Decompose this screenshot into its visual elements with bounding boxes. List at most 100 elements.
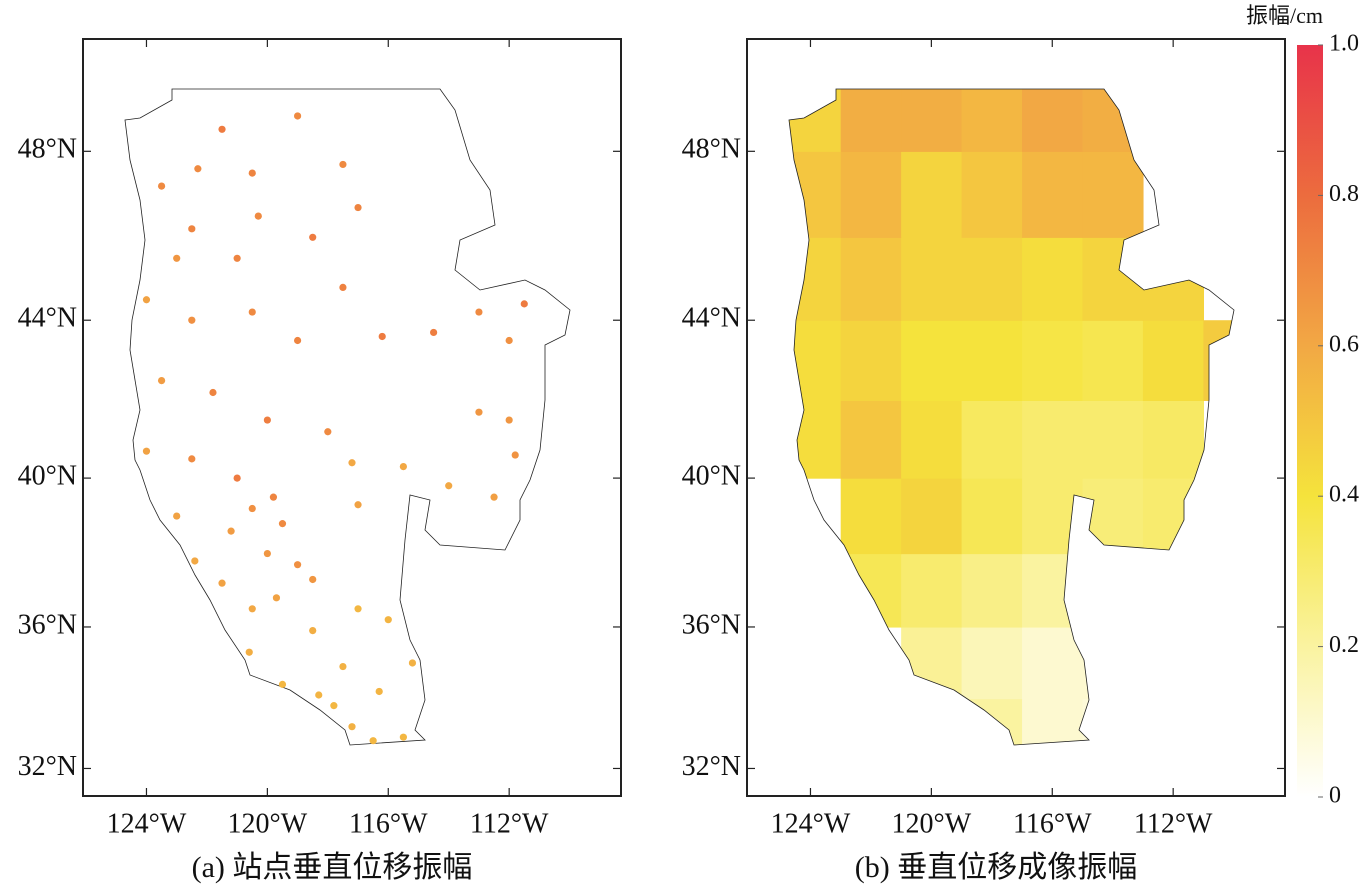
- heatmap-cell: [961, 553, 1023, 628]
- station-point: [173, 254, 181, 262]
- station-point: [188, 225, 196, 233]
- station-point: [511, 451, 519, 459]
- heatmap-cell: [961, 400, 1023, 479]
- map-panel: 124°W 120°W 116°W 112°W 32°N 36°N 40°N 44°N 48°N…: [18, 38, 622, 884]
- station-point: [445, 482, 453, 490]
- station-point: [475, 308, 483, 316]
- station-point: [173, 512, 181, 520]
- heatmap-cell: [1082, 151, 1144, 238]
- colorbar-tick-label: 0.8: [1329, 181, 1359, 207]
- heatmap-cell: [961, 237, 1023, 321]
- station-point: [330, 702, 338, 710]
- station-point: [188, 455, 196, 463]
- heatmap-cell: [840, 151, 902, 238]
- heatmap-cell: [1022, 698, 1084, 745]
- heatmap-cell: [901, 400, 963, 479]
- station-point: [263, 416, 271, 424]
- station-point: [293, 561, 302, 569]
- station-point: [142, 447, 151, 455]
- y-tick-label: 36°N: [18, 609, 77, 640]
- heatmap-cell: [840, 89, 902, 152]
- y-tick-label: 32°N: [682, 751, 741, 782]
- station-point: [505, 416, 513, 424]
- heatmap-cell: [840, 320, 902, 401]
- heatmap-cell: [901, 320, 963, 401]
- heatmap-cell: [789, 151, 842, 238]
- heatmap-cell: [789, 400, 842, 479]
- y-tick-label: 48°N: [682, 134, 741, 165]
- station-point: [378, 332, 386, 341]
- station-point: [233, 254, 241, 262]
- heatmap: [789, 89, 1234, 745]
- heatmap-cell: [1082, 89, 1144, 152]
- station-point: [399, 733, 407, 741]
- station-point: [278, 680, 287, 688]
- heatmap-cell: [961, 151, 1023, 238]
- station-point: [194, 165, 202, 173]
- station-point: [354, 203, 362, 212]
- y-tick-label: 44°N: [18, 303, 77, 334]
- heatmap-cell: [789, 89, 842, 152]
- station-point: [309, 626, 317, 635]
- heatmap-cell: [1022, 400, 1084, 479]
- station-point: [142, 296, 151, 304]
- x-tick-label: 124°W: [771, 808, 851, 839]
- heatmap-cell: [1082, 400, 1144, 479]
- heatmap-cell: [1022, 626, 1084, 700]
- station-point: [293, 112, 302, 120]
- station-point: [348, 459, 356, 467]
- station-point: [369, 737, 377, 745]
- heatmap-cell: [1082, 553, 1144, 628]
- station-point: [324, 428, 332, 436]
- heatmap-cell: [1203, 320, 1234, 401]
- station-point: [227, 527, 235, 535]
- station-point: [188, 316, 196, 324]
- heatmap-cell: [840, 553, 902, 628]
- station-point: [218, 125, 226, 133]
- station-point: [248, 308, 256, 316]
- station-point: [399, 462, 407, 471]
- station-point: [157, 376, 166, 385]
- station-point: [254, 212, 262, 220]
- station-point: [157, 182, 166, 190]
- heatmap-cell: [789, 237, 842, 321]
- region-outline: [124, 88, 571, 746]
- station-point: [191, 557, 199, 565]
- y-tick-label: 48°N: [18, 134, 77, 165]
- station-point: [339, 160, 347, 169]
- station-point: [269, 493, 278, 501]
- station-point: [520, 300, 528, 308]
- station-point: [408, 659, 417, 667]
- x-tick-label: 116°W: [1013, 808, 1092, 839]
- y-tick-label: 32°N: [18, 751, 77, 782]
- colorbar-tick-label: 0.4: [1329, 482, 1359, 508]
- heatmap-cell: [1022, 320, 1084, 401]
- y-tick-label: 44°N: [682, 303, 741, 334]
- station-point: [272, 594, 281, 602]
- y-tick-label: 40°N: [18, 461, 77, 492]
- heatmap-cell: [840, 400, 902, 479]
- heatmap-cell: [1142, 237, 1204, 321]
- x-tick-label: 112°W: [470, 808, 549, 839]
- heatmap-cell: [901, 553, 963, 628]
- heatmap-cell: [1082, 237, 1144, 321]
- station-point: [248, 504, 256, 513]
- heatmap-cell: [961, 698, 1023, 745]
- station-point: [248, 605, 256, 613]
- x-tick-label: 120°W: [892, 808, 972, 839]
- heatmap-cell: [1082, 320, 1144, 401]
- heatmap-cell: [1022, 237, 1084, 321]
- heatmap-cell: [1022, 89, 1084, 152]
- heatmap-cell: [840, 478, 902, 555]
- y-tick-label: 36°N: [682, 609, 741, 640]
- heatmap-cell: [901, 151, 963, 238]
- station-point: [339, 662, 347, 671]
- heatmap-cell: [1142, 400, 1204, 479]
- heatmap-cell: [789, 320, 842, 401]
- station-point: [348, 723, 356, 731]
- colorbar-tick-label: 1.0: [1329, 31, 1359, 57]
- panel-caption: (a) 站点垂直位移振幅: [192, 851, 473, 884]
- heatmap-cell: [1022, 151, 1084, 238]
- station-point: [475, 408, 483, 416]
